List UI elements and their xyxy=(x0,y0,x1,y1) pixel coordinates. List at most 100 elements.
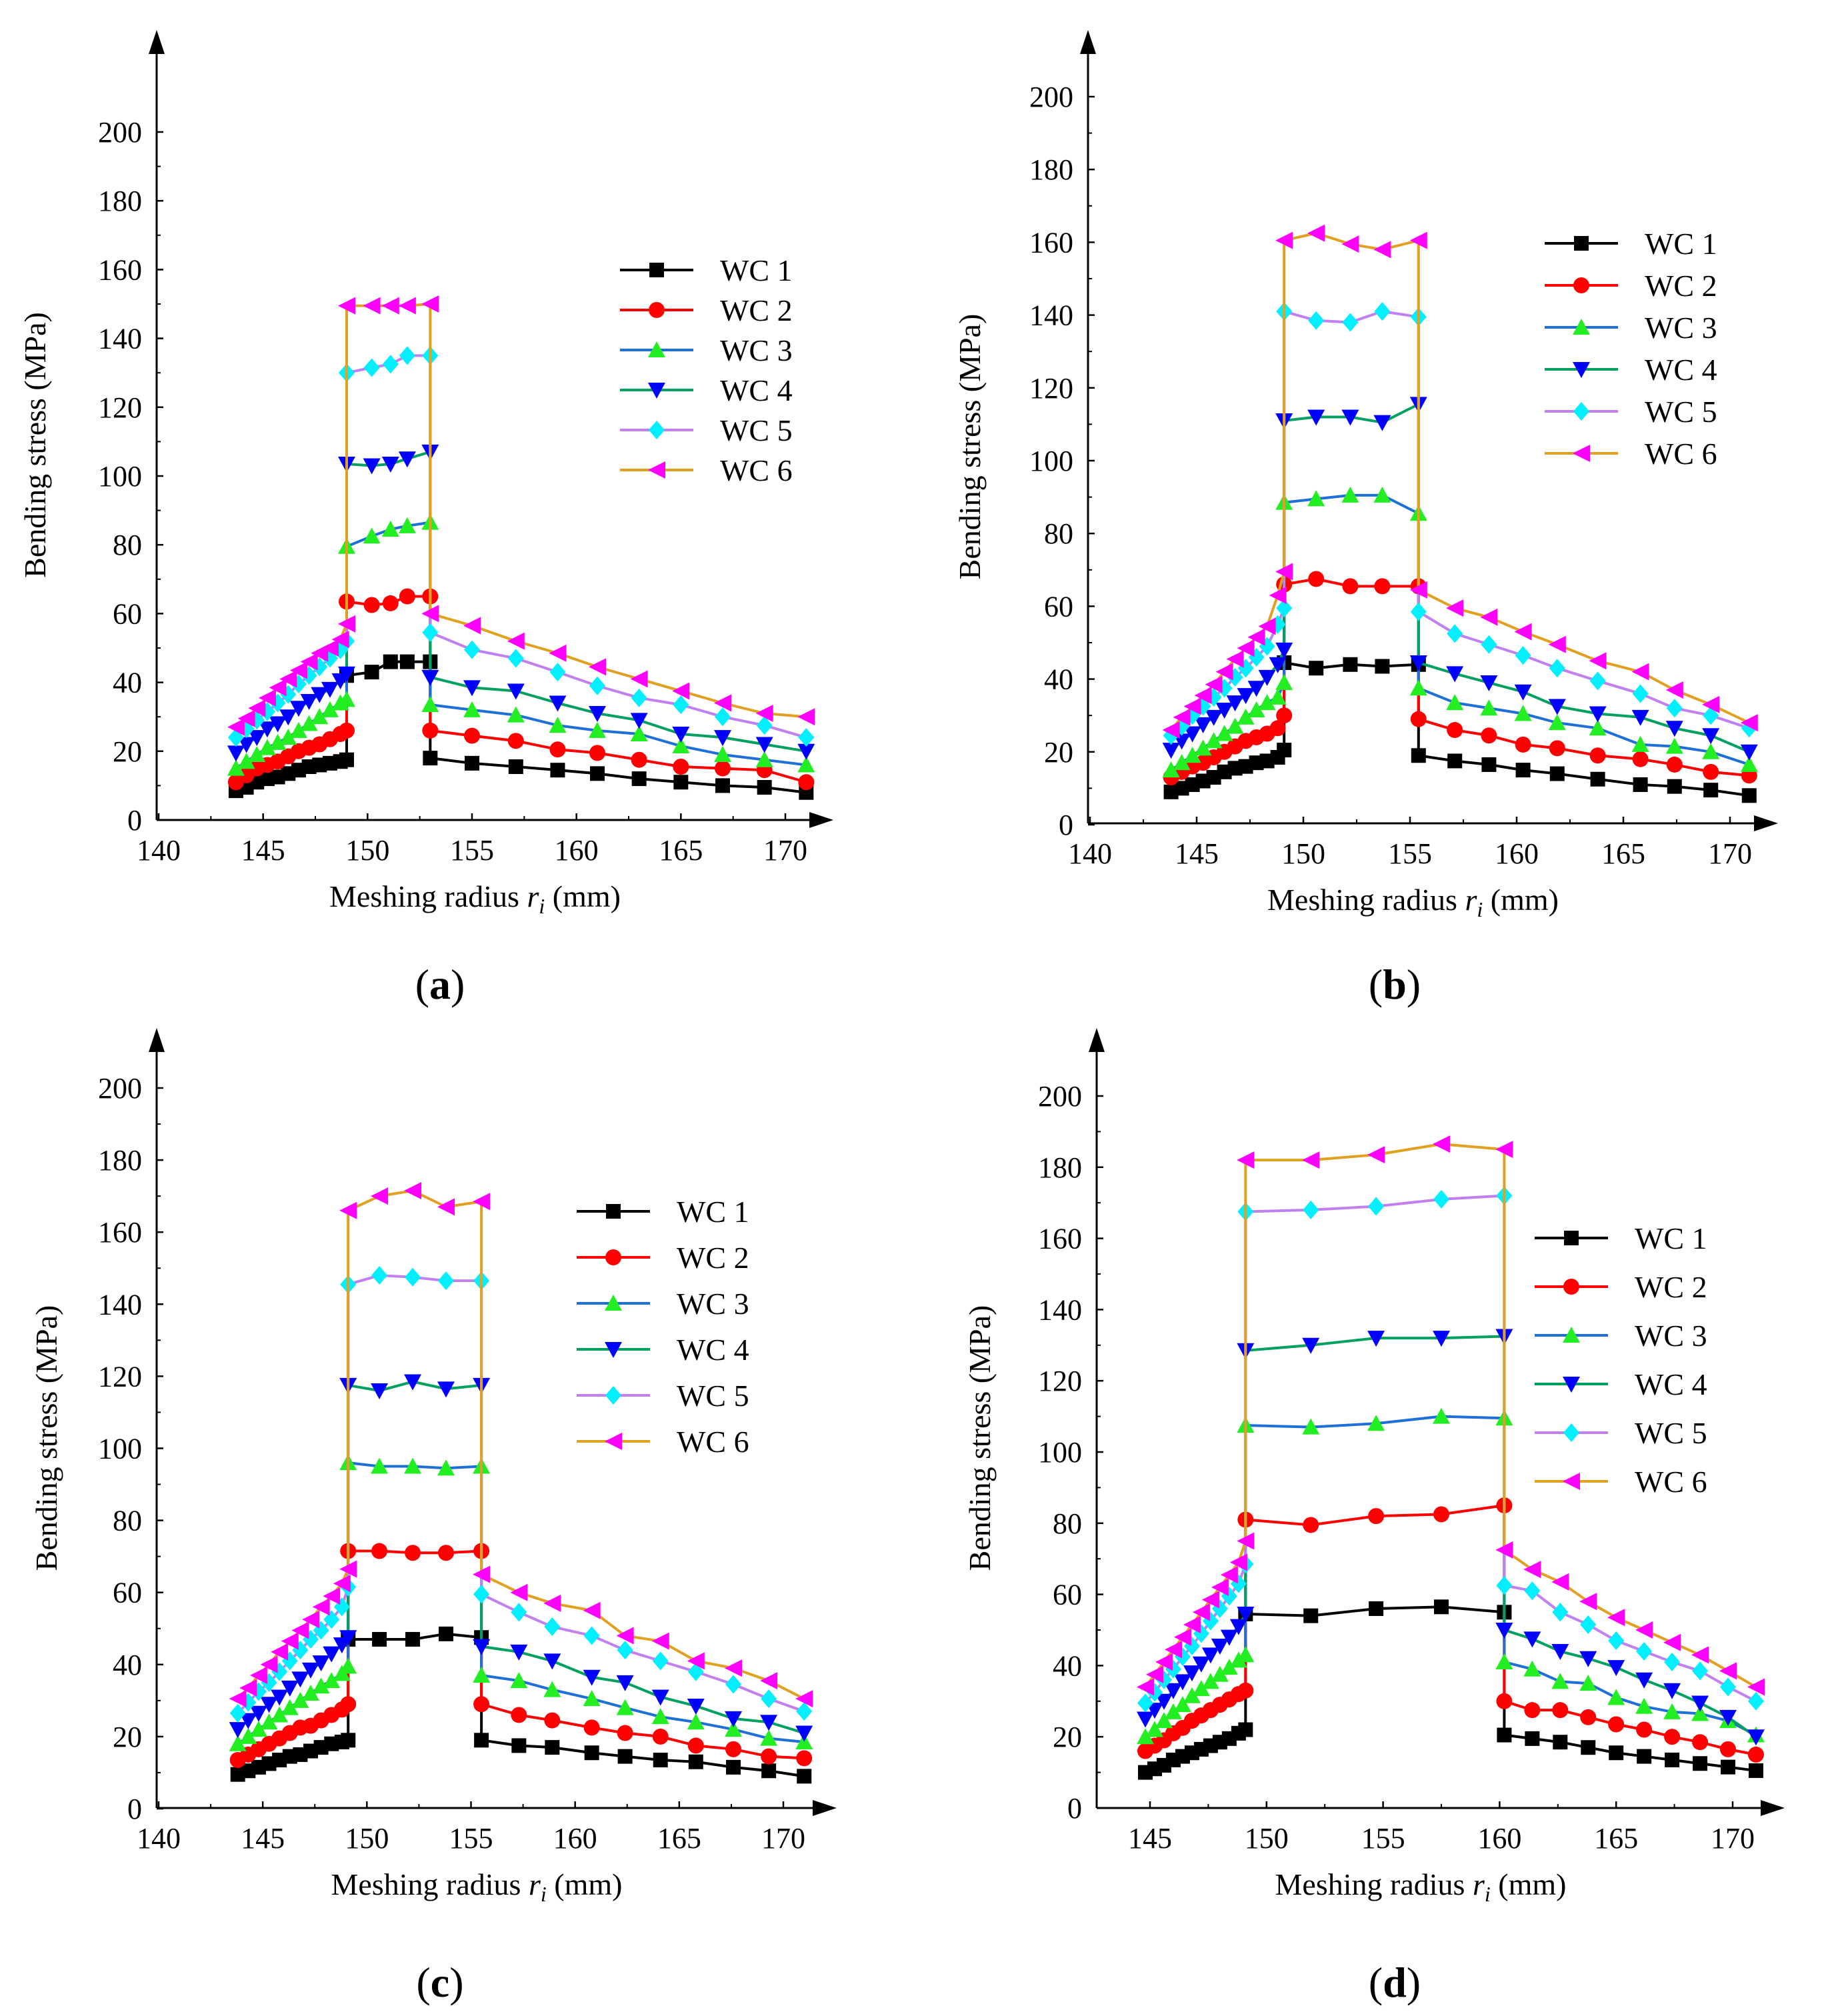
data-point xyxy=(507,683,525,700)
data-point xyxy=(1237,1646,1255,1663)
data-point xyxy=(589,676,605,695)
x-axis-title: Meshing radius ri (mm) xyxy=(331,1867,623,1906)
data-point xyxy=(258,721,276,738)
x-axis-arrow xyxy=(809,812,833,828)
data-point xyxy=(1215,703,1233,719)
y-tick-label: 140 xyxy=(98,323,142,355)
data-point xyxy=(653,1753,668,1768)
data-point xyxy=(583,1690,601,1707)
y-tick-label: 180 xyxy=(1038,1151,1082,1184)
data-point xyxy=(1523,1660,1541,1677)
data-point xyxy=(363,597,380,613)
y-tick-label: 20 xyxy=(113,1721,142,1753)
data-point xyxy=(1237,639,1255,657)
data-point xyxy=(549,717,567,733)
data-point xyxy=(1341,235,1359,253)
data-point xyxy=(1201,1591,1219,1609)
y-tick-label: 200 xyxy=(1038,1080,1082,1113)
data-point xyxy=(1579,1593,1597,1611)
data-point xyxy=(323,1672,341,1689)
data-point xyxy=(1691,1705,1709,1721)
data-point xyxy=(473,1639,491,1655)
data-point xyxy=(1227,667,1243,687)
data-point xyxy=(797,1769,812,1784)
chart-d: 0 20 40 60 80 100 120 140 160 180 200 145 150 155 160 1… xyxy=(963,1028,1785,1906)
data-point xyxy=(1495,1653,1513,1670)
data-point xyxy=(437,1198,455,1216)
data-point xyxy=(1341,486,1359,503)
x-tick-label: 145 xyxy=(1128,1822,1172,1855)
data-point xyxy=(510,1583,528,1601)
data-point xyxy=(1369,1601,1384,1616)
data-point xyxy=(1205,732,1223,749)
data-point xyxy=(1549,766,1565,781)
data-point xyxy=(796,1702,813,1721)
legend-marker xyxy=(606,1204,621,1219)
data-point xyxy=(258,689,276,707)
data-point xyxy=(323,1587,341,1605)
data-point xyxy=(271,1689,289,1706)
legend-item: WC 1 xyxy=(1535,1221,1707,1255)
data-point xyxy=(688,1754,703,1769)
data-point xyxy=(507,649,524,668)
data-point xyxy=(1579,1675,1597,1691)
series-wc6 xyxy=(1162,224,1758,739)
data-point xyxy=(714,730,731,747)
data-point xyxy=(715,760,731,777)
data-point xyxy=(289,701,307,717)
data-point xyxy=(1226,717,1244,734)
x-tick-label: 155 xyxy=(1388,837,1432,870)
data-point xyxy=(549,644,567,662)
data-point xyxy=(583,1669,601,1686)
x-tick-label: 165 xyxy=(657,1822,701,1855)
data-point xyxy=(543,1594,561,1612)
y-tick-label: 20 xyxy=(1053,1721,1082,1753)
data-point xyxy=(1608,1716,1625,1733)
data-point xyxy=(1275,642,1293,659)
x-tick-label: 140 xyxy=(1068,837,1112,870)
data-point xyxy=(1589,652,1607,670)
data-point xyxy=(473,1585,490,1604)
data-point xyxy=(510,1672,528,1689)
data-point xyxy=(382,355,399,374)
legend-item: WC 5 xyxy=(1545,395,1717,429)
y-axis-arrow xyxy=(1089,1028,1105,1052)
data-point xyxy=(1215,725,1233,741)
data-point xyxy=(371,1383,389,1400)
data-point xyxy=(339,752,354,767)
data-point xyxy=(333,1575,351,1593)
data-point xyxy=(421,605,439,623)
data-point xyxy=(687,1698,705,1715)
data-point xyxy=(1719,1709,1737,1726)
y-tick-label: 0 xyxy=(1059,809,1073,841)
data-point xyxy=(1579,1651,1597,1667)
data-point xyxy=(382,595,399,611)
data-point xyxy=(237,753,255,769)
series-wc2 xyxy=(1137,1497,1764,1763)
data-point xyxy=(404,1374,422,1391)
data-point xyxy=(1410,711,1427,727)
data-point xyxy=(1637,1749,1652,1764)
data-point xyxy=(1269,587,1287,605)
data-point xyxy=(1307,490,1325,507)
data-point xyxy=(339,1560,357,1578)
data-point xyxy=(1164,1703,1182,1719)
data-point xyxy=(248,699,266,717)
x-axis-arrow xyxy=(1754,815,1778,831)
legend-item: WC 1 xyxy=(1545,227,1717,261)
series-wc4 xyxy=(227,444,815,762)
data-point xyxy=(363,297,381,315)
data-point xyxy=(797,708,815,726)
data-point xyxy=(1215,663,1233,681)
y-tick-label: 0 xyxy=(127,804,142,837)
data-point xyxy=(341,1733,356,1748)
data-point xyxy=(1201,1673,1219,1689)
y-tick-label: 120 xyxy=(98,1360,142,1393)
data-point xyxy=(630,725,648,741)
data-point xyxy=(511,1738,527,1753)
y-tick-label: 120 xyxy=(98,391,142,424)
legend-item: WC 2 xyxy=(1535,1270,1707,1304)
data-point xyxy=(1480,699,1498,716)
series-line xyxy=(235,450,807,754)
data-point xyxy=(1145,1665,1163,1683)
